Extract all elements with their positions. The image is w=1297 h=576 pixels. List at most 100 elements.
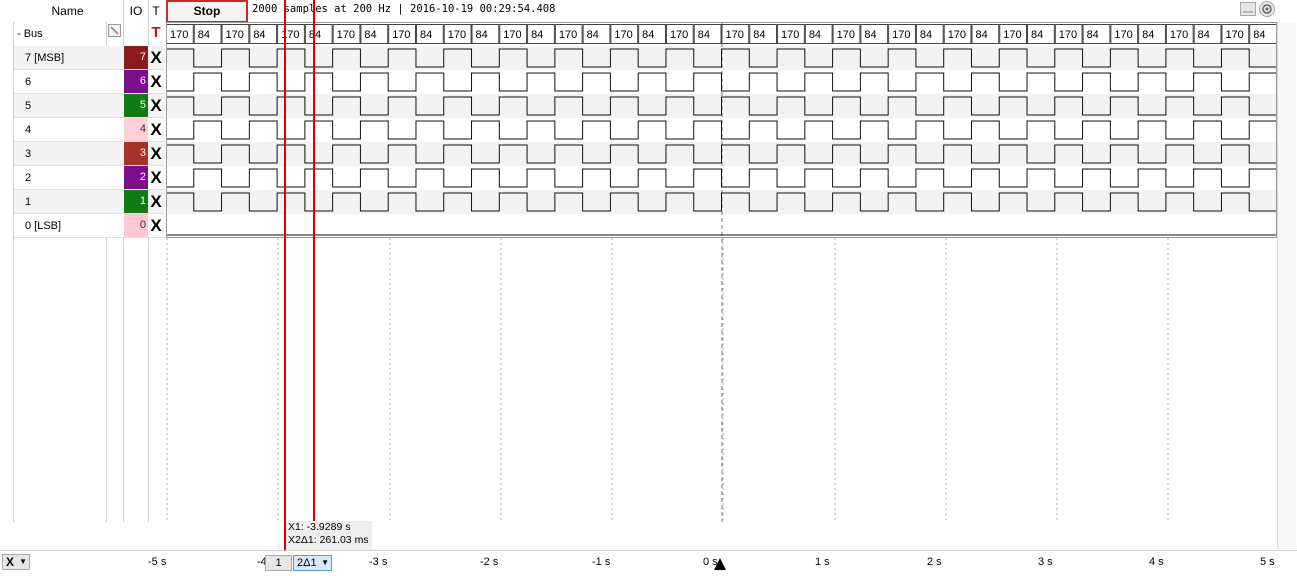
rename-icon[interactable] bbox=[108, 24, 121, 37]
bus-value-text: 84 bbox=[1198, 29, 1210, 41]
bus-value-text: 84 bbox=[476, 29, 488, 41]
bus-value-cell bbox=[610, 24, 639, 44]
io-pin-badge[interactable]: 2 bbox=[124, 166, 148, 189]
axis-tick-label: -3 s bbox=[369, 556, 388, 568]
trigger-dont-care-icon[interactable]: X bbox=[150, 96, 162, 115]
bus-value-cell bbox=[693, 24, 722, 44]
bus-value-text: 170 bbox=[781, 29, 799, 41]
trigger-dont-care-icon[interactable]: X bbox=[150, 48, 162, 67]
bus-value-cell bbox=[360, 24, 389, 44]
bus-value-text: 170 bbox=[670, 29, 688, 41]
trigger-dont-care-icon[interactable]: X bbox=[150, 144, 162, 163]
bus-value-cell bbox=[499, 24, 528, 44]
bus-value-cell bbox=[554, 24, 583, 44]
axis-tick-label: 3 s bbox=[1038, 556, 1053, 568]
io-pin-badge[interactable]: 3 bbox=[124, 142, 148, 165]
bus-value-cell bbox=[221, 24, 250, 44]
bus-value-text: 84 bbox=[1253, 29, 1265, 41]
io-column-header[interactable]: IO bbox=[129, 4, 143, 18]
channel-label[interactable]: 4 bbox=[25, 124, 32, 136]
trigger-dont-care-icon[interactable]: X bbox=[150, 168, 162, 187]
stop-button[interactable]: Stop bbox=[166, 0, 248, 23]
bus-value-text: 170 bbox=[337, 29, 355, 41]
io-pin-badge[interactable]: 7 bbox=[124, 46, 148, 69]
bus-value-text: 170 bbox=[837, 29, 855, 41]
bus-value-cell bbox=[1110, 24, 1139, 44]
waveform-area[interactable]: 170 84 170 84 170 84 170 84 170 84 170 84 170 84 170 84… bbox=[166, 22, 1277, 522]
bus-label[interactable]: - Bus bbox=[17, 28, 43, 40]
axis-tick-label: 4 s bbox=[1149, 556, 1164, 568]
io-pin-badge[interactable]: 0 bbox=[124, 214, 148, 237]
trigger-column-header[interactable]: T bbox=[152, 4, 160, 18]
bus-value-text: 170 bbox=[726, 29, 744, 41]
bus-value-cell bbox=[777, 24, 805, 44]
channel-label[interactable]: 7 [MSB] bbox=[25, 52, 65, 64]
cursor-x1-value: X1: -3.9289 s bbox=[288, 521, 351, 533]
trigger-dont-care-icon[interactable]: X bbox=[150, 216, 162, 235]
axis-mode-value: X bbox=[6, 555, 15, 569]
channel-label[interactable]: 5 bbox=[25, 100, 32, 112]
bus-value-cell bbox=[1193, 24, 1222, 44]
cursor-delta-value: X2Δ1: 261.03 ms bbox=[288, 534, 369, 546]
io-pin-badge[interactable]: 1 bbox=[124, 190, 148, 213]
bus-value-text: 84 bbox=[698, 29, 710, 41]
io-pin-badge[interactable]: 6 bbox=[124, 70, 148, 93]
bus-value-text: 170 bbox=[1114, 29, 1132, 41]
bus-value-cell bbox=[249, 24, 278, 44]
bus-value-cell bbox=[943, 24, 972, 44]
bus-value-text: 84 bbox=[809, 29, 821, 41]
cursor-mode-dropdown[interactable]: 2Δ1 ▼ bbox=[293, 555, 332, 571]
io-pin-badge[interactable]: 4 bbox=[124, 118, 148, 141]
bus-value-text: 84 bbox=[587, 29, 599, 41]
bus-value-cell bbox=[1221, 24, 1250, 44]
bus-value-cell bbox=[304, 24, 333, 44]
bus-value-text: 170 bbox=[559, 29, 577, 41]
bus-value-text: 84 bbox=[364, 29, 376, 41]
bus-value-text: 170 bbox=[1170, 29, 1188, 41]
bus-value-text: 170 bbox=[392, 29, 410, 41]
trigger-dont-care-icon[interactable]: X bbox=[150, 120, 162, 139]
bus-value-text: 170 bbox=[948, 29, 966, 41]
axis-tick-label: -5 s bbox=[148, 556, 167, 568]
trigger-icon[interactable]: T bbox=[151, 24, 161, 41]
channel-label[interactable]: 6 bbox=[25, 76, 32, 88]
column-divider bbox=[13, 22, 14, 522]
zoom-fit-icon[interactable] bbox=[1240, 2, 1256, 16]
channel-label[interactable]: 3 bbox=[25, 148, 32, 160]
bus-value-text: 84 bbox=[309, 29, 321, 41]
bus-value-text: 84 bbox=[1087, 29, 1099, 41]
bus-value-cell bbox=[665, 24, 694, 44]
bus-value-text: 84 bbox=[531, 29, 543, 41]
bus-value-text: 84 bbox=[1031, 29, 1043, 41]
channel-waveform bbox=[166, 192, 1277, 212]
cursor-x2-line[interactable] bbox=[313, 0, 315, 521]
axis-tick-label: -4 bbox=[257, 556, 267, 568]
bus-value-text: 84 bbox=[198, 29, 210, 41]
bus-value-cell bbox=[915, 24, 944, 44]
cursor-x1-line[interactable] bbox=[284, 0, 286, 550]
bus-value-text: 84 bbox=[642, 29, 654, 41]
bus-value-cell bbox=[1027, 24, 1055, 44]
bus-value-text: 84 bbox=[864, 29, 876, 41]
trigger-marker-icon[interactable] bbox=[714, 558, 726, 573]
bus-value-text: 170 bbox=[1225, 29, 1243, 41]
axis-tick-label: 1 s bbox=[815, 556, 830, 568]
trigger-dont-care-icon[interactable]: X bbox=[150, 192, 162, 211]
io-pin-badge[interactable]: 5 bbox=[124, 94, 148, 117]
cursor-readout: X1: -3.9289 s X2Δ1: 261.03 ms bbox=[286, 521, 372, 550]
channel-label[interactable]: 2 bbox=[25, 172, 32, 184]
vertical-scrollbar[interactable] bbox=[1277, 22, 1296, 549]
capture-status: 2000 samples at 200 Hz | 2016-10-19 00:2… bbox=[252, 3, 556, 15]
bus-value-cell bbox=[471, 24, 500, 44]
name-column-header[interactable]: Name bbox=[51, 4, 84, 18]
trigger-dont-care-icon[interactable]: X bbox=[150, 72, 162, 91]
settings-icon[interactable] bbox=[1259, 1, 1275, 17]
bus-value-cell bbox=[804, 24, 833, 44]
channel-label[interactable]: 0 [LSB] bbox=[25, 220, 62, 232]
bus-value-cell bbox=[1138, 24, 1166, 44]
axis-mode-dropdown[interactable]: X ▼ bbox=[2, 554, 30, 570]
channel-label[interactable]: 1 bbox=[25, 196, 32, 208]
channel-waveform bbox=[166, 48, 1277, 68]
bus-value-text: 84 bbox=[920, 29, 932, 41]
cursor-select-button[interactable]: 1 bbox=[265, 555, 292, 571]
